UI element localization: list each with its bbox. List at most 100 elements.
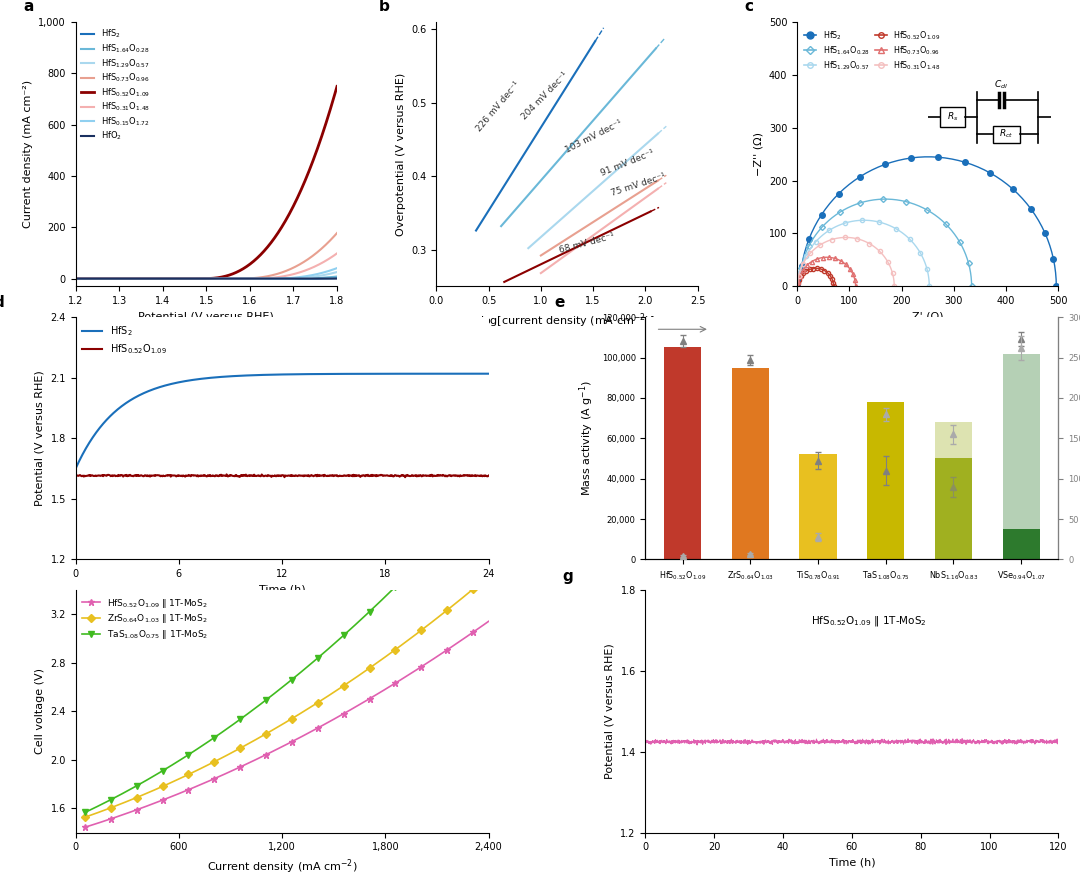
HfS$_{1.29}$O$_{0.57}$ — [224, 273, 237, 284]
TaS$_{1.08}$O$_{0.75}$ ‖ 1T-MoS$_2$ — [168, 758, 181, 768]
HfS$_{0.52}$O$_{1.09}$ — [175, 470, 188, 481]
HfS$_{0.52}$O$_{1.09}$ — [220, 469, 233, 479]
X-axis label: Time (h): Time (h) — [828, 858, 875, 868]
Bar — [935, 422, 972, 559]
HfS$_{0.52}$O$_{1.09}$ ‖ 1T-MoS$_2$ — [457, 633, 470, 644]
Text: d: d — [0, 295, 3, 310]
HfS$_{1.29}$O$_{0.57}$ — [266, 273, 279, 284]
HfS$_{0.52}$O$_{1.09}$ ‖ 1T-MoS$_2$ — [432, 650, 445, 661]
HfS$_{1.64}$O$_{0.28}$ — [116, 273, 129, 284]
ZrS$_{0.64}$O$_{1.03}$ ‖ 1T-MoS$_2$ — [206, 757, 219, 767]
HfS$_{0.15}$O$_{1.72}$ — [224, 273, 237, 284]
Text: g: g — [563, 568, 573, 583]
HfS$_2$ — [175, 376, 188, 387]
HfS$_{0.52}$O$_{1.09}$ — [244, 259, 257, 270]
ZrS$_{0.64}$O$_{1.03}$ ‖ 1T-MoS$_2$ — [340, 678, 353, 689]
Text: 68 mV dec⁻¹: 68 mV dec⁻¹ — [558, 231, 616, 255]
HfS$_{1.29}$O$_{0.57}$ — [69, 273, 82, 284]
HfS$_2$ — [136, 273, 149, 284]
X-axis label: log[current density (mA cm$^{-2}$)]: log[current density (mA cm$^{-2}$)] — [480, 312, 654, 330]
TaS$_{1.08}$O$_{0.75}$ ‖ 1T-MoS$_2$ — [340, 627, 353, 638]
Text: e: e — [555, 295, 565, 310]
Y-axis label: Potential (V versus RHE): Potential (V versus RHE) — [35, 370, 45, 507]
HfS$_{0.31}$O$_{1.48}$ — [116, 273, 129, 284]
Bar — [867, 402, 904, 559]
HfS$_{0.52}$O$_{1.09}$ — [266, 235, 279, 246]
HfO$_2$ — [136, 273, 149, 284]
HfS$_2$ — [69, 463, 82, 474]
Text: 91 mV dec⁻¹: 91 mV dec⁻¹ — [599, 148, 654, 178]
X-axis label: Z' (Ω): Z' (Ω) — [912, 312, 944, 322]
HfS$_{0.52}$O$_{1.09}$ — [69, 273, 82, 284]
HfS$_{0.15}$O$_{1.72}$ — [330, 263, 343, 273]
X-axis label: Potential (V versus RHE): Potential (V versus RHE) — [138, 312, 274, 322]
Line: HfS$_{0.15}$O$_{1.72}$: HfS$_{0.15}$O$_{1.72}$ — [76, 268, 337, 278]
HfS$_2$ — [380, 368, 393, 379]
HfS$_{0.73}$O$_{0.96}$ — [116, 273, 129, 284]
HfS$_2$ — [116, 273, 129, 284]
HfS$_{0.73}$O$_{0.96}$ — [266, 270, 279, 280]
Line: HfS$_{0.73}$O$_{0.96}$: HfS$_{0.73}$O$_{0.96}$ — [76, 233, 337, 278]
HfS$_{0.73}$O$_{0.96}$ — [224, 273, 237, 284]
HfS$_{1.64}$O$_{0.28}$ — [244, 273, 257, 284]
HfS$_{1.29}$O$_{0.57}$ — [330, 267, 343, 278]
Legend: HfS$_{0.52}$O$_{1.09}$ ‖ 1T-MoS$_2$, ZrS$_{0.64}$O$_{1.03}$ ‖ 1T-MoS$_2$, TaS$_{: HfS$_{0.52}$O$_{1.09}$ ‖ 1T-MoS$_2$, ZrS… — [80, 595, 211, 643]
Y-axis label: Mass activity (A g$^{-1}$): Mass activity (A g$^{-1}$) — [578, 381, 596, 496]
HfS$_2$ — [143, 386, 156, 396]
HfS$_{0.31}$O$_{1.48}$ — [224, 273, 237, 284]
Y-axis label: Overpotential (V versus RHE): Overpotential (V versus RHE) — [395, 72, 406, 236]
HfS$_{0.52}$O$_{1.09}$ ‖ 1T-MoS$_2$ — [482, 616, 495, 626]
HfS$_{1.64}$O$_{0.28}$ — [136, 273, 149, 284]
HfS$_{0.31}$O$_{1.48}$ — [330, 248, 343, 259]
Line: HfS$_{0.52}$O$_{1.09}$ ‖ 1T-MoS$_2$: HfS$_{0.52}$O$_{1.09}$ ‖ 1T-MoS$_2$ — [82, 618, 491, 831]
HfS$_2$ — [224, 273, 237, 284]
Y-axis label: −Z'' (Ω): −Z'' (Ω) — [753, 132, 764, 176]
HfS$_2$ — [69, 273, 82, 284]
X-axis label: Current density (mA cm$^{-2}$): Current density (mA cm$^{-2}$) — [206, 858, 357, 877]
HfS$_{0.52}$O$_{1.09}$ ‖ 1T-MoS$_2$ — [168, 790, 181, 801]
Line: HfS$_{1.64}$O$_{0.28}$: HfS$_{1.64}$O$_{0.28}$ — [76, 277, 337, 278]
HfS$_{0.52}$O$_{1.09}$ ‖ 1T-MoS$_2$ — [340, 707, 353, 717]
Bar — [664, 347, 701, 559]
HfS$_{0.52}$O$_{1.09}$ — [330, 81, 343, 92]
HfS$_{0.52}$O$_{1.09}$ — [399, 472, 411, 483]
Line: TaS$_{1.08}$O$_{0.75}$ ‖ 1T-MoS$_2$: TaS$_{1.08}$O$_{0.75}$ ‖ 1T-MoS$_2$ — [82, 485, 491, 816]
HfO$_2$ — [244, 273, 257, 284]
HfS$_{0.52}$O$_{1.09}$ — [187, 273, 200, 284]
HfS$_{1.64}$O$_{0.28}$ — [69, 273, 82, 284]
Line: HfS$_{0.52}$O$_{1.09}$: HfS$_{0.52}$O$_{1.09}$ — [76, 86, 337, 278]
HfS$_{1.64}$O$_{0.28}$ — [266, 273, 279, 284]
HfO$_2$ — [69, 273, 82, 284]
HfS$_{0.52}$O$_{1.09}$ ‖ 1T-MoS$_2$ — [79, 822, 92, 833]
Bar — [732, 555, 769, 559]
HfS$_{0.52}$O$_{1.09}$ — [313, 470, 326, 480]
Text: c: c — [745, 0, 754, 14]
ZrS$_{0.64}$O$_{1.03}$ ‖ 1T-MoS$_2$ — [79, 812, 92, 823]
Text: 103 mV dec⁻¹: 103 mV dec⁻¹ — [564, 118, 624, 154]
Text: 204 mV dec⁻¹: 204 mV dec⁻¹ — [521, 70, 570, 122]
Line: HfS$_{0.31}$O$_{1.48}$: HfS$_{0.31}$O$_{1.48}$ — [76, 254, 337, 278]
HfS$_{0.52}$O$_{1.09}$ — [346, 470, 359, 481]
Y-axis label: Cell voltage (V): Cell voltage (V) — [35, 669, 45, 754]
Bar — [935, 458, 972, 559]
HfS$_{1.29}$O$_{0.57}$ — [116, 273, 129, 284]
Line: HfS$_2$: HfS$_2$ — [76, 374, 488, 469]
HfS$_{0.31}$O$_{1.48}$ — [187, 273, 200, 284]
ZrS$_{0.64}$O$_{1.03}$ ‖ 1T-MoS$_2$ — [457, 591, 470, 602]
HfO$_2$ — [116, 273, 129, 284]
TaS$_{1.08}$O$_{0.75}$ ‖ 1T-MoS$_2$ — [482, 483, 495, 493]
HfS$_2$ — [256, 370, 269, 381]
HfS$_{0.15}$O$_{1.72}$ — [136, 273, 149, 284]
HfS$_{0.52}$O$_{1.09}$ — [136, 273, 149, 284]
HfS$_{0.73}$O$_{0.96}$ — [330, 228, 343, 239]
Line: HfS$_{1.29}$O$_{0.57}$: HfS$_{1.29}$O$_{0.57}$ — [76, 272, 337, 278]
Bar — [1002, 529, 1040, 559]
HfS$_{0.73}$O$_{0.96}$ — [244, 273, 257, 284]
HfS$_{0.31}$O$_{1.48}$ — [136, 273, 149, 284]
TaS$_{1.08}$O$_{0.75}$ ‖ 1T-MoS$_2$ — [415, 556, 428, 566]
HfS$_2$ — [482, 368, 495, 379]
Bar — [1002, 353, 1040, 559]
HfS$_{0.31}$O$_{1.48}$ — [266, 272, 279, 283]
ZrS$_{0.64}$O$_{1.03}$ ‖ 1T-MoS$_2$ — [432, 611, 445, 622]
HfS$_2$ — [187, 273, 200, 284]
